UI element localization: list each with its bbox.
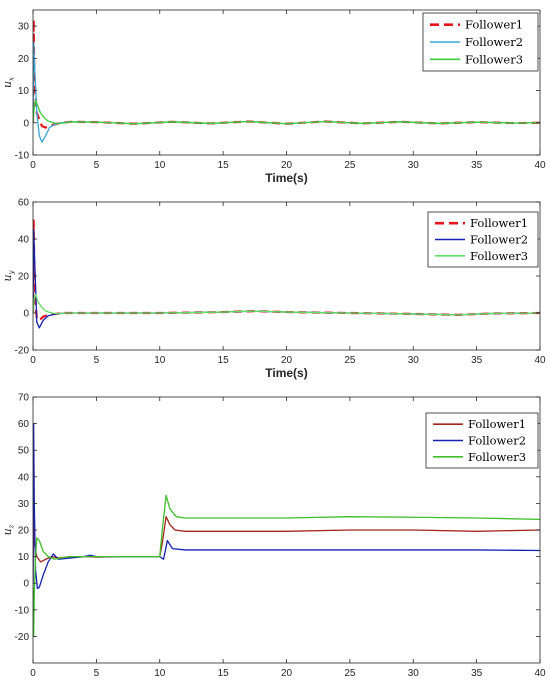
legend-entry-follower1: Follower1 xyxy=(470,216,528,230)
x-tick-label: 0 xyxy=(30,668,36,679)
x-tick-label: 10 xyxy=(154,160,166,171)
x-tick-label: 25 xyxy=(344,668,356,679)
y-tick-label: -20 xyxy=(15,346,30,357)
y-tick-label: 10 xyxy=(18,86,30,97)
x-tick-label: 35 xyxy=(471,355,483,366)
x-tick-label: 25 xyxy=(344,160,356,171)
x-tick-label: 40 xyxy=(534,160,546,171)
x-tick-label: 5 xyxy=(94,160,100,171)
y-tick-label: -10 xyxy=(15,151,30,162)
x-tick-label: 30 xyxy=(408,355,420,366)
chart-panel-uy: 0 5 10 15 20 25 30 35 40-200204060Time(s)uyFollo… xyxy=(1,198,546,381)
y-tick-label: 10 xyxy=(18,552,30,563)
series-line-follower3 xyxy=(33,99,540,125)
legend-entry-follower2: Follower2 xyxy=(468,434,526,448)
legend-entry-follower1: Follower1 xyxy=(468,417,526,431)
y-axis-label: uz xyxy=(1,524,16,535)
y-tick-label: 30 xyxy=(18,22,30,33)
y-tick-label: 20 xyxy=(18,526,30,537)
x-tick-label: 15 xyxy=(218,668,230,679)
x-axis-label: Time(s) xyxy=(265,366,307,380)
y-tick-label: 0 xyxy=(23,579,29,590)
y-axis-label: uy xyxy=(1,269,16,281)
y-tick-label: 50 xyxy=(18,446,30,457)
y-axis-label: ux xyxy=(1,77,16,88)
x-tick-label: 30 xyxy=(408,160,420,171)
legend-entry-follower3: Follower3 xyxy=(465,52,523,66)
x-tick-label: 10 xyxy=(154,355,166,366)
x-tick-label: 35 xyxy=(471,160,483,171)
x-tick-label: 25 xyxy=(344,355,356,366)
x-tick-label: 35 xyxy=(471,668,483,679)
y-axis-label-sub: z xyxy=(8,524,16,529)
x-axis-label: Time(s) xyxy=(265,171,307,185)
x-tick-label: 5 xyxy=(94,668,100,679)
y-tick-label: 60 xyxy=(18,198,30,209)
y-axis-label-sub: y xyxy=(8,269,16,275)
x-tick-label: 40 xyxy=(534,355,546,366)
legend: Follower1 Follower2 Follower3 xyxy=(425,412,539,469)
x-tick-label: 5 xyxy=(94,355,100,366)
x-tick-label: 20 xyxy=(281,668,293,679)
y-tick-label: 0 xyxy=(23,118,29,129)
series-line-follower3 xyxy=(33,494,540,638)
y-tick-label: -10 xyxy=(15,605,30,616)
x-tick-label: 0 xyxy=(30,355,36,366)
y-tick-label: 60 xyxy=(18,419,30,430)
y-tick-label: 20 xyxy=(18,272,30,283)
y-tick-label: 30 xyxy=(18,499,30,510)
x-tick-label: 30 xyxy=(408,668,420,679)
y-tick-label: 0 xyxy=(23,309,29,320)
y-axis-label-main: u xyxy=(1,274,14,281)
legend: Follower1 Follower2 Follower3 xyxy=(422,12,539,72)
x-tick-label: 0 xyxy=(30,160,36,171)
y-axis-label-main: u xyxy=(1,528,14,535)
x-tick-label: 40 xyxy=(534,668,546,679)
y-tick-label: 40 xyxy=(18,472,30,483)
y-axis-label-sub: x xyxy=(8,77,16,81)
legend-entry-follower2: Follower2 xyxy=(465,35,523,49)
y-axis-label-main: u xyxy=(1,81,14,88)
legend-entry-follower3: Follower3 xyxy=(470,249,528,263)
y-tick-label: -20 xyxy=(15,632,30,643)
series-group xyxy=(33,18,540,143)
series-group xyxy=(33,422,540,638)
y-tick-label: 70 xyxy=(18,393,30,404)
x-tick-label: 15 xyxy=(218,355,230,366)
x-tick-label: 15 xyxy=(218,160,230,171)
x-tick-label: 10 xyxy=(154,668,166,679)
x-tick-label: 20 xyxy=(281,160,293,171)
chart-panel-uz: 0510152025303540-20-10010203040506070Tim… xyxy=(1,393,546,680)
legend: Follower1 Follower2 Follower3 xyxy=(427,211,539,268)
series-group xyxy=(33,219,540,329)
legend-entry-follower3: Follower3 xyxy=(468,450,526,464)
series-line-follower2 xyxy=(33,422,540,590)
x-tick-label: 20 xyxy=(281,355,293,366)
legend-entry-follower2: Follower2 xyxy=(470,233,528,247)
y-tick-label: 20 xyxy=(18,54,30,65)
chart-panel-ux: 0 5 10 15 20 25 30 35 40-100102030Time(s)uxFollo… xyxy=(1,9,546,185)
y-tick-label: 40 xyxy=(18,235,30,246)
series-line-follower3 xyxy=(33,293,540,316)
legend-entry-follower1: Follower1 xyxy=(465,18,523,32)
